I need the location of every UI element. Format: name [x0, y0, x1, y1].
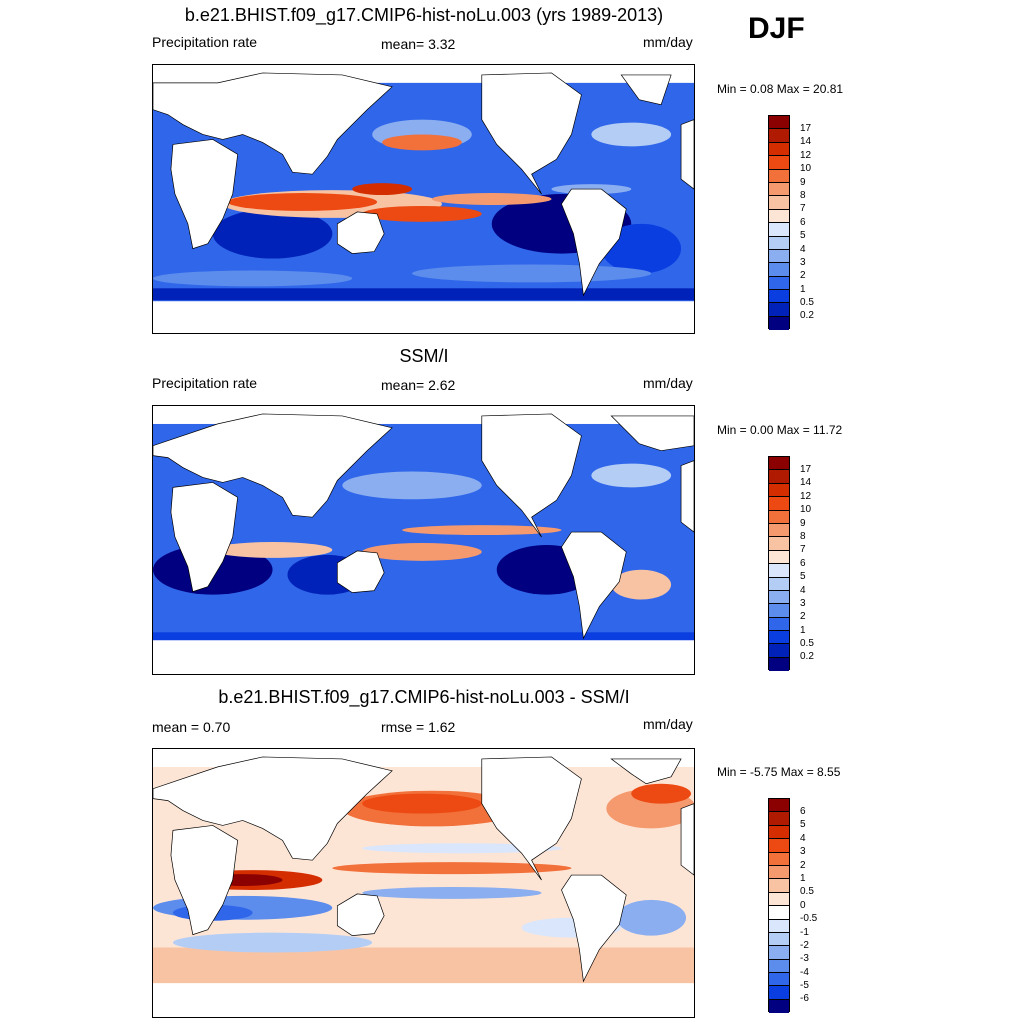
panel3-map — [152, 748, 695, 1018]
panel3-cbar-label: 4 — [800, 833, 806, 844]
panel1-cbar-label: 17 — [800, 123, 812, 134]
panel2-cbar-label: 14 — [800, 477, 812, 488]
panel3-cbar-label: -4 — [800, 967, 809, 978]
season-label: DJF — [748, 12, 805, 45]
panel2-map — [152, 405, 695, 675]
panel1-cbar-label: 1 — [800, 284, 806, 295]
panel1-title: b.e21.BHIST.f09_g17.CMIP6-hist-noLu.003 … — [184, 5, 664, 25]
panel2-cbar-label: 0.2 — [800, 651, 814, 662]
panel3-cbar-label: 3 — [800, 846, 806, 857]
panel1-cbar-label: 5 — [800, 230, 806, 241]
panel1-left-label: Precipitation rate — [152, 34, 258, 50]
panel3-minmax: Min = -5.75 Max = 8.55 — [717, 765, 841, 779]
panel1-colorbar — [768, 115, 790, 331]
panel1-cbar-label: 14 — [800, 136, 812, 147]
panel2-minmax: Min = 0.00 Max = 11.72 — [717, 423, 843, 437]
panel2-cbar-label: 17 — [800, 464, 812, 475]
panel1-cbar-label: 3 — [800, 257, 806, 268]
panel1-cbar-label: 7 — [800, 203, 806, 214]
panel3-colorbar — [768, 798, 790, 1014]
panel1-mean-label: mean= 3.32 — [381, 36, 456, 52]
panel3-rmse-label: rmse = 1.62 — [381, 719, 456, 735]
panel1-cbar-label: 9 — [800, 177, 806, 188]
panel3-cbar-label: -3 — [800, 953, 809, 964]
panel3-cbar-label: 2 — [800, 860, 806, 871]
panel1-cbar-label: 12 — [800, 150, 812, 161]
panel1-cbar-label: 0.2 — [800, 310, 814, 321]
panel3-cbar-label: 0 — [800, 900, 806, 911]
panel3-cbar-label: -6 — [800, 993, 809, 1004]
panel1-cbar-label: 10 — [800, 163, 812, 174]
panel3-mean-label: mean = 0.70 — [152, 719, 231, 735]
panel1-cbar-label: 8 — [800, 190, 806, 201]
panel2-cbar-label: 0.5 — [800, 638, 814, 649]
panel2-mean-label: mean= 2.62 — [381, 377, 456, 393]
panel1-cbar-label: 0.5 — [800, 297, 814, 308]
panel3-title: b.e21.BHIST.f09_g17.CMIP6-hist-noLu.003 … — [218, 687, 630, 707]
panel2-cbar-label: 9 — [800, 518, 806, 529]
panel3-cbar-label: -1 — [800, 927, 809, 938]
panel2-cbar-label: 2 — [800, 611, 806, 622]
panel2-cbar-label: 3 — [800, 598, 806, 609]
panel2-cbar-label: 4 — [800, 585, 806, 596]
panel1-cbar-label: 2 — [800, 270, 806, 281]
panel3-cbar-label: -5 — [800, 980, 809, 991]
panel2-left-label: Precipitation rate — [152, 375, 258, 391]
panel3-cbar-label: 1 — [800, 873, 806, 884]
panel3-cbar-label: 5 — [800, 819, 806, 830]
panel2-cbar-label: 7 — [800, 544, 806, 555]
panel1-map — [152, 64, 695, 334]
panel2-title: SSM/I — [399, 346, 449, 366]
panel2-cbar-label: 8 — [800, 531, 806, 542]
panel2-cbar-label: 1 — [800, 625, 806, 636]
panel2-cbar-label: 5 — [800, 571, 806, 582]
panel3-cbar-label: 6 — [800, 806, 806, 817]
panel2-units: mm/day — [643, 375, 693, 391]
panel1-minmax: Min = 0.08 Max = 20.81 — [717, 82, 844, 96]
panel2-colorbar — [768, 456, 790, 672]
panel3-cbar-label: 0.5 — [800, 886, 814, 897]
panel3-cbar-label: -2 — [800, 940, 809, 951]
panel2-cbar-label: 12 — [800, 491, 812, 502]
panel2-cbar-label: 6 — [800, 558, 806, 569]
panel1-units: mm/day — [643, 34, 693, 50]
panel3-units: mm/day — [643, 716, 693, 732]
panel1-cbar-label: 4 — [800, 244, 806, 255]
panel1-cbar-label: 6 — [800, 217, 806, 228]
panel2-cbar-label: 10 — [800, 504, 812, 515]
panel3-cbar-label: -0.5 — [800, 913, 818, 924]
